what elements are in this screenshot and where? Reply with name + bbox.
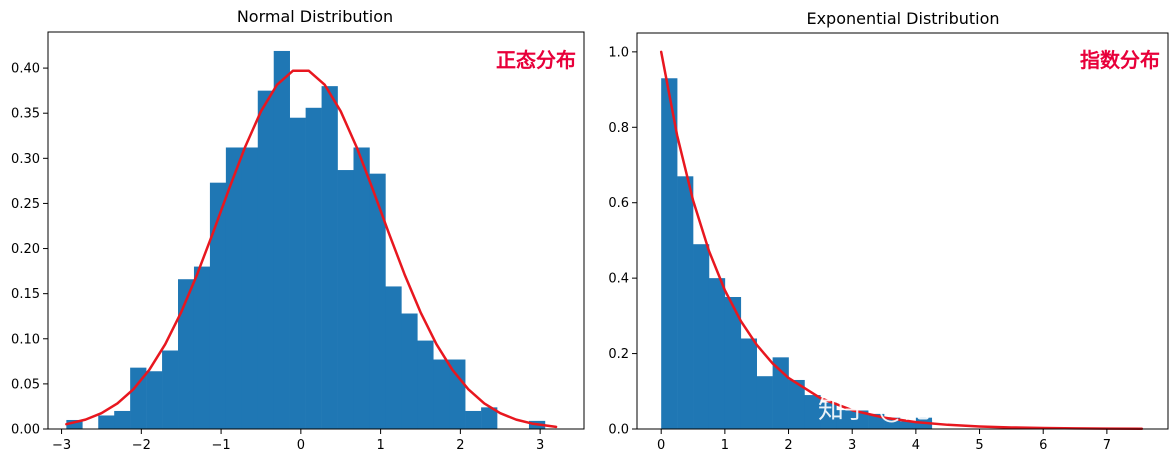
x-tick-label: 2 (784, 438, 792, 453)
y-tick-label: 0.30 (11, 152, 40, 167)
x-tick-label: 0 (657, 438, 665, 453)
chart-title: Exponential Distribution (806, 9, 999, 28)
histogram-bar (661, 78, 678, 429)
axes-frame (47, 31, 585, 430)
annotation-label: 正态分布 (496, 48, 576, 72)
histogram-bar (884, 417, 901, 429)
histogram-bar (321, 86, 338, 429)
histogram-bar (449, 359, 466, 429)
histogram-bar (225, 147, 243, 430)
histogram-bar (899, 421, 917, 429)
x-tick-label: 2 (456, 438, 464, 453)
histogram-bar (481, 407, 498, 429)
histogram-bar (273, 50, 290, 429)
x-tick-label: −3 (52, 438, 71, 453)
histogram-bar (337, 170, 354, 430)
y-tick-label: 0.20 (11, 242, 40, 257)
histogram-bar (385, 286, 402, 429)
histogram-bar (146, 371, 163, 429)
x-tick-label: 1 (376, 438, 384, 453)
y-tick-label: 0.8 (608, 121, 629, 136)
histogram-bars (661, 78, 933, 429)
histogram-bar (162, 350, 179, 429)
density-curve-line (65, 69, 558, 429)
histogram-bar (772, 357, 789, 429)
x-tick-label: 3 (536, 438, 544, 453)
x-axis: −3 −2 −1 0 1 2 3 (52, 429, 544, 453)
x-tick-label: 7 (1103, 438, 1111, 453)
y-tick-label: 0.35 (11, 107, 40, 122)
histogram-bar (98, 415, 115, 429)
histogram-bar (305, 107, 322, 429)
histogram-bar (241, 147, 259, 430)
x-tick-label: −1 (211, 438, 230, 453)
histogram-bar (289, 117, 306, 429)
y-tick-label: 0.2 (608, 347, 629, 362)
density-curve-layer (65, 69, 558, 429)
histogram-bar (193, 266, 211, 429)
normal-distribution-panel: Normal Distribution 0.00 0.05 0.10 0.15 0.20… (11, 7, 585, 453)
histogram-bar (836, 410, 853, 429)
y-tick-label: 0.6 (608, 196, 629, 211)
y-tick-label: 1.0 (608, 45, 629, 60)
exponential-distribution-panel: Exponential Distribution 0.0 0.2 0.4 0.6 0.8… (608, 9, 1169, 453)
histogram-bar (178, 279, 195, 429)
histogram-bar (433, 359, 450, 429)
histogram-bar (66, 419, 83, 429)
histogram-bar (708, 278, 726, 429)
histogram-bar (401, 313, 418, 429)
watermark: 知乎 @无敌小怪兽Zz (818, 395, 1066, 425)
histogram-bar (465, 410, 482, 429)
axes-frame (636, 32, 1169, 430)
x-axis: 0 1 2 3 4 5 6 7 (657, 429, 1111, 453)
histogram-bar (788, 379, 805, 429)
chart-title: Normal Distribution (237, 7, 393, 26)
x-tick-label: 4 (912, 438, 920, 453)
y-tick-label: 0.00 (11, 423, 40, 438)
histogram-bar (820, 402, 837, 429)
histogram-bar (756, 376, 773, 429)
y-tick-label: 0.15 (11, 287, 40, 302)
y-tick-label: 0.4 (608, 272, 629, 287)
x-tick-label: 3 (848, 438, 856, 453)
histogram-bar (693, 244, 710, 429)
histogram-bar (417, 340, 434, 429)
histogram-bar (852, 410, 869, 429)
x-tick-label: 1 (721, 438, 729, 453)
histogram-bar (257, 90, 275, 430)
density-curve-layer (659, 50, 1144, 431)
y-axis: 0.0 0.2 0.4 0.6 0.8 1.0 (608, 45, 637, 438)
y-tick-label: 0.40 (11, 62, 40, 77)
annotation-label: 指数分布 (1080, 48, 1160, 72)
histogram-bar (804, 395, 821, 429)
y-axis: 0.00 0.05 0.10 0.15 0.20 0.25 0.30 0.35 0.40 (11, 62, 48, 438)
histogram-bar (114, 410, 131, 429)
histogram-bar (677, 176, 694, 429)
histogram-bar (369, 173, 386, 429)
y-tick-label: 0.25 (11, 197, 40, 212)
histogram-bar (353, 147, 370, 430)
histogram-bars (66, 50, 546, 430)
x-tick-label: 5 (975, 438, 983, 453)
histogram-bar (724, 297, 742, 429)
histogram-bar (130, 367, 147, 429)
density-curve-line (659, 50, 1144, 431)
histogram-bar (740, 338, 757, 429)
y-tick-label: 0.05 (11, 377, 40, 392)
x-tick-label: 0 (297, 438, 305, 453)
y-tick-label: 0.10 (11, 332, 40, 347)
histogram-bar (209, 182, 227, 429)
x-tick-label: −2 (132, 438, 151, 453)
y-tick-label: 0.0 (608, 423, 629, 438)
x-tick-label: 6 (1039, 438, 1047, 453)
